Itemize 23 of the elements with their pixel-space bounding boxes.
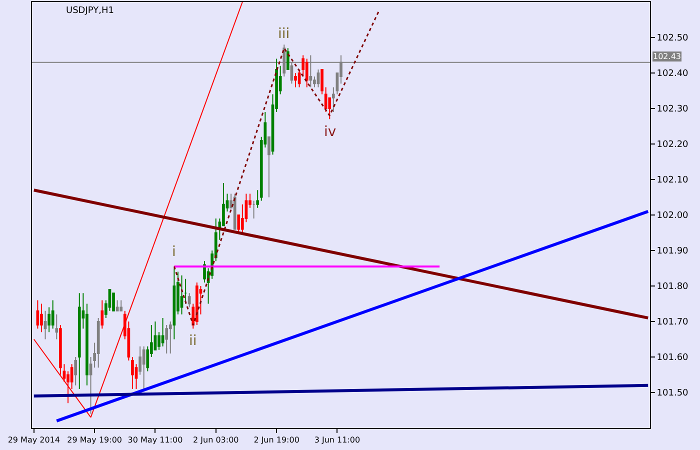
text: USDJPY,H1 [66, 6, 114, 16]
annotation: i [172, 244, 176, 260]
y-tick-label: 101.80 [656, 282, 689, 292]
ref-line-label: 102.43 [653, 52, 681, 61]
x-tick-label: 29 May 19:00 [67, 436, 122, 445]
y-tick-label: 102.00 [656, 211, 689, 222]
y-tick-label: 101.50 [656, 388, 689, 399]
y-tick-label: 102.40 [656, 69, 689, 80]
x-tick-label: 2 Jun 19:00 [254, 436, 300, 445]
y-tick-label: 102.10 [656, 176, 689, 186]
x-tick-label: 29 May 2014 [8, 436, 60, 445]
y-tick-label: 102.20 [656, 140, 689, 150]
annotation: iv [324, 124, 336, 140]
y-tick-label: 101.60 [656, 353, 689, 364]
y-tick-label: 101.70 [656, 318, 689, 328]
y-tick-label: 101.90 [656, 246, 689, 257]
annotation: ii [189, 333, 197, 349]
x-tick-label: 2 Jun 03:00 [193, 436, 239, 445]
x-tick-label: 3 Jun 11:00 [314, 436, 360, 445]
x-tick-label: 30 May 11:00 [128, 436, 183, 445]
y-tick-label: 102.50 [656, 34, 689, 44]
annotation: iii [278, 26, 290, 42]
y-tick-label: 102.30 [656, 104, 689, 115]
